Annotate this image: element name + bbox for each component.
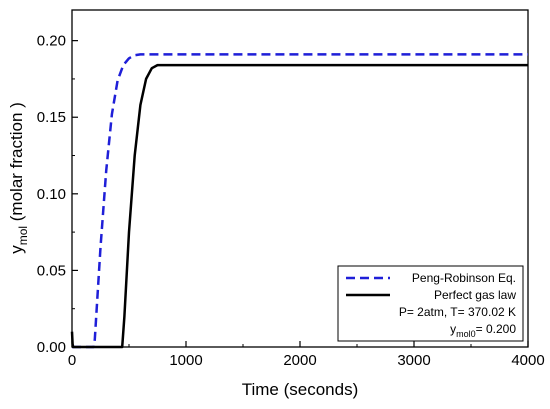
y-axis-title: ymol (molar fraction ) — [7, 102, 30, 254]
series-line-peng-robinson — [72, 53, 528, 349]
x-tick-label: 0 — [68, 352, 76, 369]
y-tick-label: 0.15 — [37, 109, 66, 126]
legend-annotation-conditions: P= 2atm, T= 370.02 K — [399, 305, 516, 319]
x-axis-ticks: 0 1000 2000 3000 4000 — [68, 341, 545, 369]
annotation-y-main: y — [450, 322, 456, 336]
x-tick-label: 3000 — [397, 352, 430, 369]
x-tick-label: 1000 — [169, 352, 202, 369]
y-axis-title-rest: (molar fraction ) — [7, 102, 26, 226]
legend-label-peng-robinson: Peng-Robinson Eq. — [412, 271, 516, 285]
x-tick-label: 2000 — [283, 352, 316, 369]
legend: Peng-Robinson Eq. Perfect gas law P= 2at… — [337, 265, 524, 342]
series-line-perfect-gas — [70, 63, 528, 349]
y-tick-label: 0.20 — [37, 33, 66, 50]
annotation-y-sub: mol0 — [456, 329, 476, 339]
legend-label-perfect-gas: Perfect gas law — [434, 288, 516, 302]
series-layer — [70, 53, 528, 349]
y-tick-label: 0.10 — [37, 186, 66, 203]
y-axis-title-main: y — [7, 245, 26, 254]
x-tick-label: 4000 — [511, 352, 544, 369]
y-tick-label: 0.05 — [37, 262, 66, 279]
y-axis-title-sub: mol — [16, 226, 30, 245]
legend-annotation-initial-fraction: ymol0= 0.200 — [450, 322, 516, 339]
annotation-y-rest: = 0.200 — [476, 322, 517, 336]
x-axis-title: Time (seconds) — [242, 380, 359, 399]
y-tick-label: 0.00 — [37, 339, 66, 356]
